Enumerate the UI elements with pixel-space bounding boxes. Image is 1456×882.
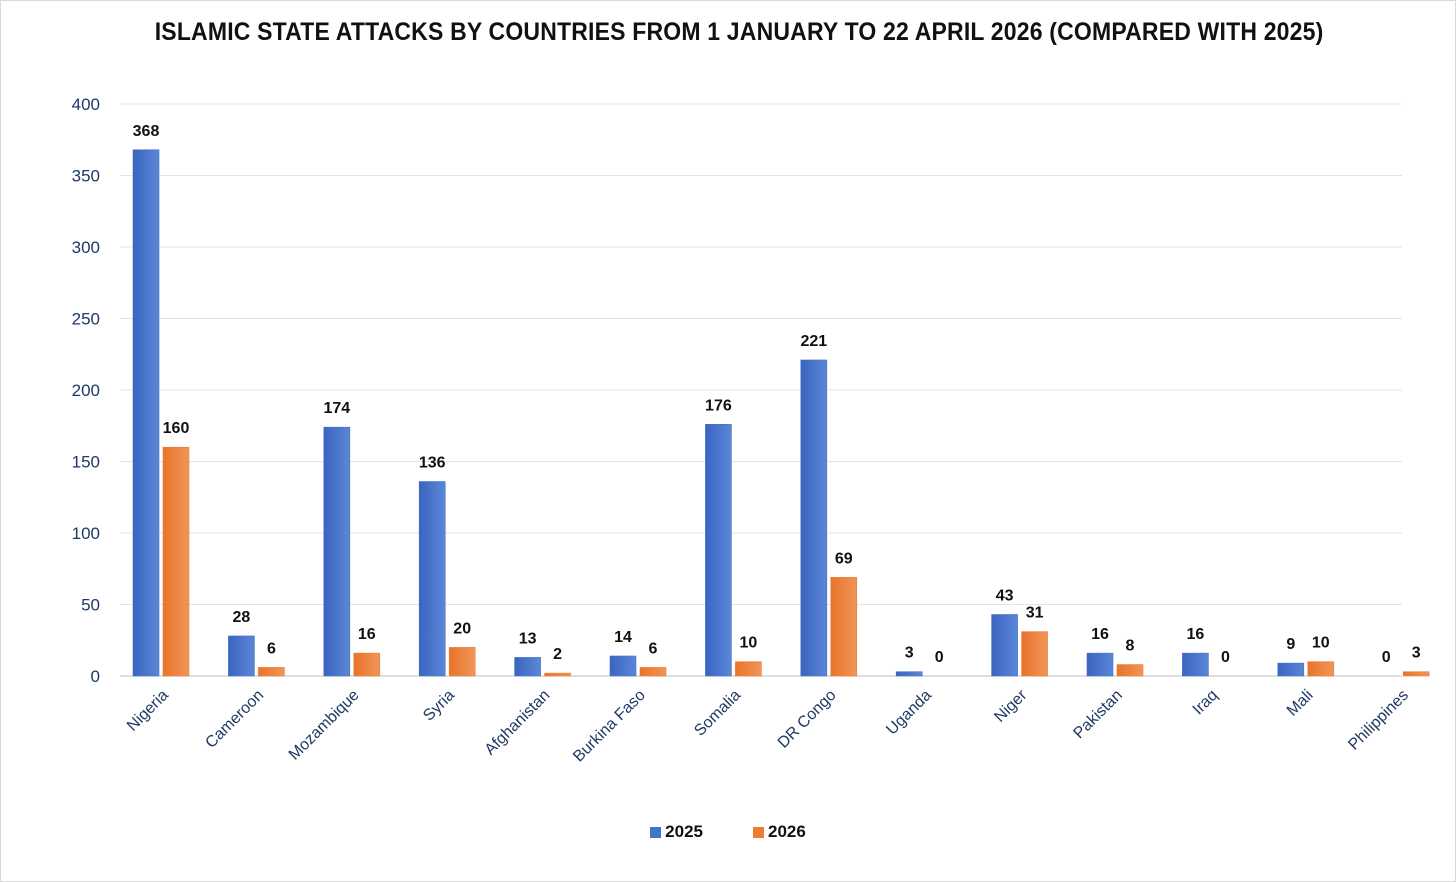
data-label-2026-niger: 31 bbox=[1026, 605, 1044, 622]
y-tick-label: 250 bbox=[72, 310, 100, 329]
legend-item-2025[interactable]: 2025 bbox=[650, 822, 703, 842]
bar-2026-pakistan[interactable] bbox=[1116, 664, 1144, 677]
bar-2026-nigeria[interactable] bbox=[162, 446, 190, 677]
data-label-2026-pakistan: 8 bbox=[1126, 638, 1135, 655]
data-label-2026-burkina-faso: 6 bbox=[649, 640, 658, 657]
bar-2025-iraq[interactable] bbox=[1182, 652, 1209, 677]
data-label-2026-mozambique: 16 bbox=[358, 626, 376, 643]
x-tick-label: Niger bbox=[991, 686, 1031, 726]
x-tick-label: Mozambique bbox=[286, 687, 363, 764]
bar-2026-burkina-faso[interactable] bbox=[639, 667, 667, 677]
bar-2025-pakistan[interactable] bbox=[1086, 652, 1114, 677]
x-tick-label: Cameroon bbox=[202, 687, 267, 752]
legend-item-2026[interactable]: 2026 bbox=[753, 822, 806, 842]
y-tick-label: 300 bbox=[72, 238, 100, 257]
data-label-2025-cameroon: 28 bbox=[233, 609, 251, 626]
y-tick-label: 150 bbox=[72, 453, 100, 472]
bar-2026-dr-congo[interactable] bbox=[830, 577, 858, 677]
x-tick-label: Philippines bbox=[1345, 687, 1412, 754]
data-label-2026-afghanistan: 2 bbox=[553, 646, 562, 663]
data-label-2025-dr-congo: 221 bbox=[800, 333, 827, 350]
bar-2025-cameroon[interactable] bbox=[228, 635, 255, 677]
legend-swatch-2025 bbox=[650, 826, 662, 838]
bar-2025-burkina-faso[interactable] bbox=[609, 655, 637, 677]
bar-2025-niger[interactable] bbox=[991, 614, 1018, 677]
chart-title: ISLAMIC STATE ATTACKS BY COUNTRIES FROM … bbox=[154, 18, 1324, 46]
data-label-2025-mozambique: 174 bbox=[323, 400, 350, 417]
bar-2025-dr-congo[interactable] bbox=[800, 359, 828, 677]
bar-2026-niger[interactable] bbox=[1021, 631, 1048, 677]
bar-2026-syria[interactable] bbox=[448, 647, 476, 677]
data-label-2026-mali: 10 bbox=[1312, 635, 1330, 652]
data-label-2025-mali: 9 bbox=[1286, 636, 1295, 653]
x-tick-label: Afghanistan bbox=[482, 687, 554, 759]
bar-2026-cameroon[interactable] bbox=[258, 667, 285, 677]
bar-2025-somalia[interactable] bbox=[705, 424, 732, 677]
x-tick-label: Syria bbox=[420, 687, 458, 725]
x-tick-label: Burkina Faso bbox=[570, 687, 649, 766]
data-label-2025-pakistan: 16 bbox=[1091, 626, 1109, 643]
bar-2025-afghanistan[interactable] bbox=[514, 657, 541, 677]
data-label-2026-dr-congo: 69 bbox=[835, 550, 853, 567]
legend: 2025 2026 bbox=[0, 822, 1456, 842]
bar-2025-mali[interactable] bbox=[1277, 662, 1305, 677]
data-label-2025-somalia: 176 bbox=[705, 397, 732, 414]
data-label-2025-philippines: 0 bbox=[1382, 649, 1391, 666]
data-label-2026-cameroon: 6 bbox=[267, 640, 276, 657]
bar-2026-mozambique[interactable] bbox=[353, 652, 381, 677]
x-tick-label: Pakistan bbox=[1070, 687, 1125, 742]
data-label-2025-syria: 136 bbox=[419, 455, 446, 472]
legend-label-2025: 2025 bbox=[665, 822, 703, 841]
x-tick-label: Uganda bbox=[883, 687, 935, 739]
x-tick-label: Nigeria bbox=[124, 687, 172, 735]
gridlines bbox=[120, 103, 1402, 677]
legend-label-2026: 2026 bbox=[768, 822, 806, 841]
data-label-2026-somalia: 10 bbox=[740, 635, 758, 652]
legend-swatch-2026 bbox=[753, 826, 764, 838]
y-tick-label: 400 bbox=[72, 95, 100, 114]
data-label-2025-afghanistan: 13 bbox=[519, 630, 537, 647]
y-tick-label: 50 bbox=[81, 596, 100, 615]
bar-2026-afghanistan[interactable] bbox=[544, 672, 571, 677]
y-tick-label: 0 bbox=[91, 667, 100, 686]
x-tick-label: Iraq bbox=[1190, 687, 1222, 719]
y-axis-ticks: 0 50 100 150 200 250 300 350 400 bbox=[72, 95, 100, 686]
data-label-2025-iraq: 16 bbox=[1187, 626, 1205, 643]
bar-2026-mali[interactable] bbox=[1307, 661, 1335, 677]
data-label-2025-uganda: 3 bbox=[905, 645, 914, 662]
y-tick-label: 200 bbox=[72, 381, 100, 400]
bar-2025-syria[interactable] bbox=[418, 481, 446, 677]
x-tick-label: Mali bbox=[1284, 687, 1317, 720]
bar-2025-mozambique[interactable] bbox=[323, 426, 351, 677]
x-tick-label: DR Congo bbox=[775, 687, 840, 752]
data-label-2026-iraq: 0 bbox=[1221, 649, 1230, 666]
bar-2025-uganda[interactable] bbox=[895, 671, 923, 677]
data-label-2026-philippines: 3 bbox=[1412, 645, 1421, 662]
data-label-2025-burkina-faso: 14 bbox=[614, 629, 632, 646]
x-tick-label: Somalia bbox=[691, 687, 744, 740]
bar-2025-nigeria[interactable] bbox=[132, 149, 160, 677]
data-label-2026-nigeria: 160 bbox=[163, 420, 190, 437]
bar-2026-philippines[interactable] bbox=[1402, 671, 1430, 677]
bar-2026-somalia[interactable] bbox=[735, 661, 762, 677]
y-tick-label: 100 bbox=[72, 524, 100, 543]
x-axis-ticks: Nigeria Cameroon Mozambique Syria Afghanista… bbox=[124, 686, 1412, 765]
y-tick-label: 350 bbox=[72, 167, 100, 186]
data-label-2025-niger: 43 bbox=[996, 588, 1014, 605]
data-label-2026-uganda: 0 bbox=[935, 649, 944, 666]
data-label-2025-nigeria: 368 bbox=[133, 123, 160, 140]
data-label-2026-syria: 20 bbox=[453, 620, 471, 637]
bars bbox=[132, 149, 1430, 677]
